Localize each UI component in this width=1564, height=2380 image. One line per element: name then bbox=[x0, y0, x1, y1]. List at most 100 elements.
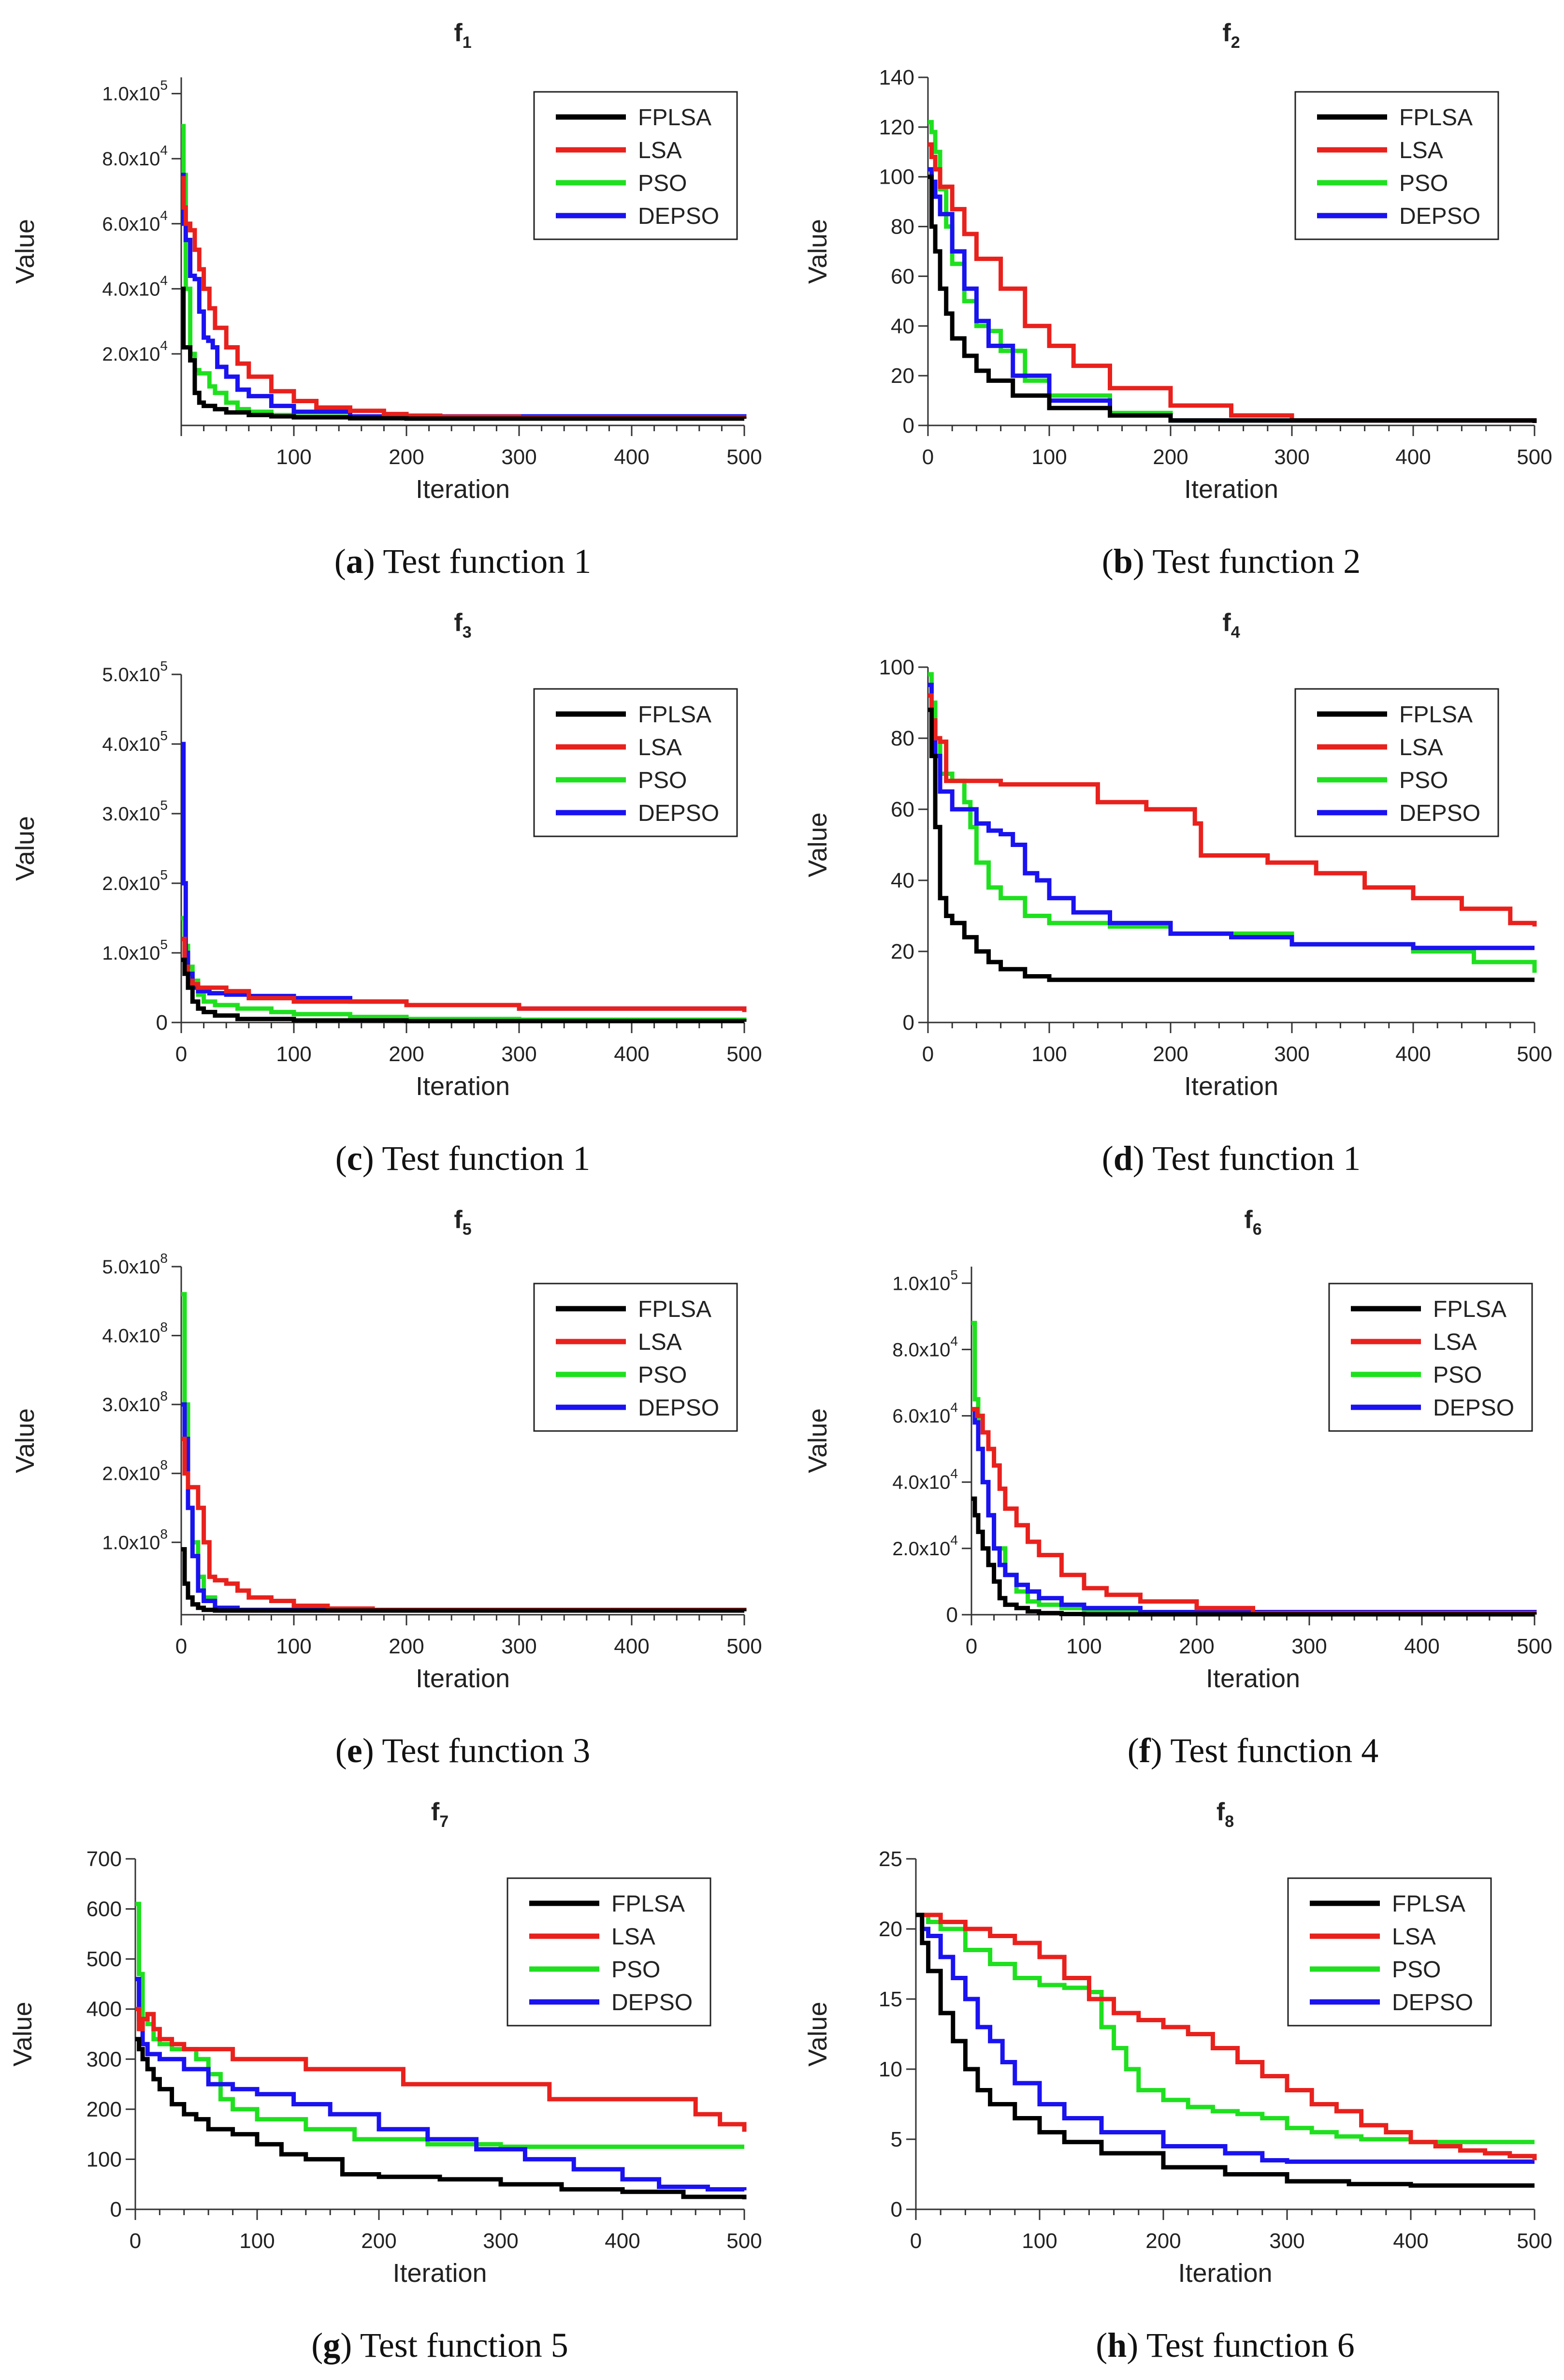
legend-label-fplsa: FPLSA bbox=[1392, 1891, 1465, 1917]
x-tick-label: 200 bbox=[361, 2229, 396, 2253]
legend-label-pso: PSO bbox=[1433, 1362, 1482, 1388]
x-tick-label: 0 bbox=[130, 2229, 141, 2253]
legend-label-lsa: LSA bbox=[638, 735, 682, 760]
y-tick-label: 1.0x105 bbox=[892, 1267, 958, 1294]
legend-label-pso: PSO bbox=[638, 768, 687, 793]
panel-caption: (c) Test function 1 bbox=[335, 1139, 591, 1178]
series-line-fplsa bbox=[928, 707, 1535, 982]
series-line-lsa bbox=[916, 1913, 1537, 2161]
x-tick-label: 200 bbox=[1153, 1042, 1188, 1066]
x-tick-label: 100 bbox=[1031, 1042, 1067, 1066]
chart-title: f5 bbox=[454, 1206, 471, 1239]
y-tick-label: 8.0x104 bbox=[892, 1333, 958, 1360]
legend-label-lsa: LSA bbox=[611, 1924, 655, 1950]
series-line-fplsa bbox=[181, 957, 747, 1023]
series-line-fplsa bbox=[916, 1913, 1535, 2188]
x-tick-label: 400 bbox=[605, 2229, 640, 2253]
x-tick-label: 300 bbox=[483, 2229, 518, 2253]
x-tick-label: 300 bbox=[1269, 2229, 1304, 2253]
x-axis-title: Iteration bbox=[416, 1072, 510, 1101]
legend-label-pso: PSO bbox=[611, 1957, 660, 1983]
legend-label-lsa: LSA bbox=[1433, 1329, 1477, 1355]
y-tick-label: 6.0x104 bbox=[892, 1400, 958, 1427]
x-tick-label: 100 bbox=[239, 2229, 275, 2253]
chart-panel-f2: f2 0 100 200 300 400 500 0 20 40 60 80 100 120 140 Iter… bbox=[803, 19, 1552, 581]
legend-label-lsa: LSA bbox=[638, 1329, 682, 1355]
x-tick-label: 400 bbox=[1395, 445, 1431, 469]
legend-label-depso: DEPSO bbox=[611, 1990, 693, 2015]
series-line-depso bbox=[181, 1402, 747, 1612]
x-tick-label: 300 bbox=[501, 1042, 536, 1066]
x-tick-label: 300 bbox=[1291, 1635, 1327, 1658]
x-tick-label: 300 bbox=[501, 1635, 536, 1658]
x-tick-label: 400 bbox=[1393, 2229, 1428, 2253]
y-tick-label: 0 bbox=[946, 1603, 958, 1627]
y-tick-label: 600 bbox=[87, 1898, 122, 1921]
y-tick-label: 0 bbox=[110, 2198, 122, 2221]
chart-title: f6 bbox=[1244, 1206, 1261, 1239]
chart-title: f3 bbox=[454, 609, 471, 642]
y-tick-label: 8.0x104 bbox=[102, 143, 168, 170]
x-axis-title: Iteration bbox=[416, 1664, 510, 1693]
chart-title: f8 bbox=[1216, 1798, 1234, 1831]
x-axis-title: Iteration bbox=[1184, 1072, 1278, 1101]
y-tick-label: 4.0x105 bbox=[102, 728, 168, 755]
y-tick-label: 120 bbox=[879, 116, 914, 139]
y-axis-title: Value bbox=[803, 812, 832, 877]
x-tick-label: 300 bbox=[1274, 445, 1309, 469]
panel-caption: (f) Test function 4 bbox=[1128, 1731, 1379, 1770]
legend-label-pso: PSO bbox=[638, 171, 687, 196]
y-tick-label: 40 bbox=[891, 869, 914, 892]
chart-panel-f1: f1 100 200 300 400 500 2.0x104 4.0x104 6.0x104 8.… bbox=[11, 19, 762, 581]
y-tick-label: 80 bbox=[891, 215, 914, 239]
x-tick-label: 200 bbox=[1179, 1635, 1214, 1658]
y-tick-label: 5.0x108 bbox=[102, 1251, 168, 1278]
x-tick-label: 500 bbox=[1517, 445, 1552, 469]
chart-panel-f6: f6 0 100 200 300 400 500 0 2.0x104 4.0x104 6.0x104… bbox=[803, 1206, 1552, 1770]
x-tick-label: 200 bbox=[389, 1635, 424, 1658]
series-line-depso bbox=[181, 173, 747, 419]
series-line-depso bbox=[916, 1913, 1535, 2164]
legend-label-fplsa: FPLSA bbox=[1399, 105, 1473, 131]
x-tick-label: 500 bbox=[1517, 1635, 1552, 1658]
series-line-fplsa bbox=[928, 175, 1537, 423]
y-tick-label: 3.0x105 bbox=[102, 798, 168, 825]
y-tick-label: 6.0x104 bbox=[102, 208, 168, 235]
x-tick-label: 400 bbox=[1404, 1635, 1439, 1658]
series-line-lsa bbox=[181, 936, 747, 1012]
chart-panel-f3: f3 0 100 200 300 400 500 0 1.0x105 2.0x105 3.0x105… bbox=[11, 609, 762, 1178]
y-tick-label: 4.0x104 bbox=[892, 1466, 958, 1493]
x-tick-label: 100 bbox=[1022, 2229, 1057, 2253]
chart-title: f2 bbox=[1222, 19, 1240, 52]
legend-label-fplsa: FPLSA bbox=[638, 105, 711, 131]
y-tick-label: 300 bbox=[87, 2047, 122, 2071]
y-tick-label: 1.0x105 bbox=[102, 78, 168, 105]
panel-caption: (b) Test function 2 bbox=[1102, 542, 1361, 581]
x-tick-label: 200 bbox=[1145, 2229, 1181, 2253]
legend-label-depso: DEPSO bbox=[638, 801, 719, 826]
legend-label-fplsa: FPLSA bbox=[611, 1891, 685, 1917]
x-tick-label: 500 bbox=[726, 1635, 762, 1658]
chart-panel-f8: f8 0 100 200 300 400 500 0 5 10 15 20 25 Iteration Val… bbox=[803, 1798, 1552, 2365]
legend-label-fplsa: FPLSA bbox=[638, 702, 711, 728]
x-tick-label: 200 bbox=[1153, 445, 1188, 469]
x-tick-label: 0 bbox=[922, 1042, 934, 1066]
y-tick-label: 10 bbox=[879, 2058, 902, 2081]
y-tick-label: 60 bbox=[891, 798, 914, 821]
x-tick-label: 0 bbox=[910, 2229, 922, 2253]
x-axis-title: Iteration bbox=[1184, 475, 1278, 504]
y-tick-label: 400 bbox=[87, 1998, 122, 2021]
y-tick-label: 100 bbox=[87, 2147, 122, 2171]
legend-label-depso: DEPSO bbox=[638, 204, 719, 229]
x-tick-label: 100 bbox=[1031, 445, 1067, 469]
x-tick-label: 0 bbox=[966, 1635, 977, 1658]
y-tick-label: 2.0x104 bbox=[892, 1533, 958, 1560]
series-line-fplsa bbox=[135, 2037, 747, 2200]
chart-title: f7 bbox=[431, 1798, 449, 1831]
legend-label-depso: DEPSO bbox=[1392, 1990, 1473, 2015]
y-tick-label: 5 bbox=[891, 2128, 902, 2151]
chart-title: f4 bbox=[1222, 609, 1240, 642]
x-tick-label: 500 bbox=[1517, 2229, 1552, 2253]
legend-label-depso: DEPSO bbox=[638, 1395, 719, 1421]
series-line-lsa bbox=[135, 2007, 747, 2132]
